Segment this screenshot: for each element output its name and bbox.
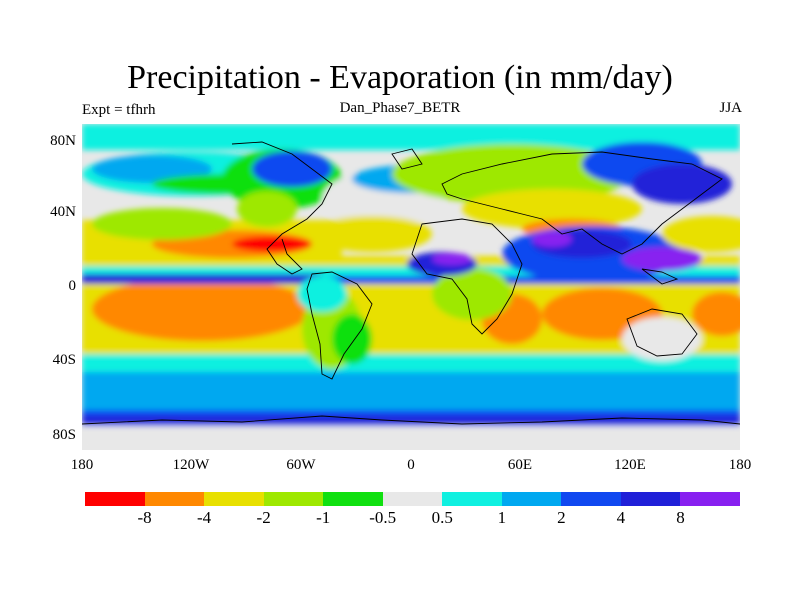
colorbar-segment xyxy=(144,492,205,506)
lat-tick-0: 0 xyxy=(68,278,77,294)
colorbar-label: -4 xyxy=(196,508,212,527)
map-title: Precipitation - Evaporation (in mm/day) xyxy=(127,59,673,96)
colorbar-segment xyxy=(85,492,145,506)
colorbar-segment xyxy=(323,492,383,506)
colorbar xyxy=(85,492,741,506)
experiment-label: Expt = tfhrh xyxy=(82,102,156,118)
colorbar-segment xyxy=(561,492,621,506)
lon-tick-60e: 60E xyxy=(507,457,533,473)
season-label: JJA xyxy=(719,100,742,116)
colorbar-label: -1 xyxy=(316,508,331,527)
colorbar-segment xyxy=(501,492,562,506)
lon-tick-120w: 120W xyxy=(172,457,210,473)
lat-tick-80s: 80S xyxy=(52,427,76,443)
lat-tick-40n: 40N xyxy=(50,204,76,220)
lon-tick-0: 0 xyxy=(407,457,415,473)
lon-tick-120e: 120E xyxy=(614,457,646,473)
lat-tick-40s: 40S xyxy=(52,352,76,368)
colorbar-segment xyxy=(263,492,324,506)
lat-tick-80n: 80N xyxy=(50,133,76,149)
colorbar-label: -2 xyxy=(256,508,271,527)
colorbar-segment xyxy=(442,492,502,506)
colorbar-label: 4 xyxy=(616,508,626,527)
colorbar-segment xyxy=(382,492,443,506)
colorbar-label: -0.5 xyxy=(369,508,397,527)
colorbar-label: -8 xyxy=(137,508,152,527)
lon-tick-180e: 180 xyxy=(728,457,752,473)
colorbar-label: 2 xyxy=(557,508,566,527)
colorbar-segment xyxy=(680,492,741,506)
colorbar-segment xyxy=(620,492,681,506)
colorbar-label: 8 xyxy=(676,508,685,527)
colorbar-label: 1 xyxy=(497,508,507,527)
case-label: Dan_Phase7_BETR xyxy=(339,100,461,116)
colorbar-segment xyxy=(204,492,264,506)
precip-minus-evap-map xyxy=(82,124,740,450)
lon-tick-180w: 180 xyxy=(70,457,94,473)
colorbar-label: 0.5 xyxy=(431,508,453,527)
lon-tick-60w: 60W xyxy=(286,457,316,473)
